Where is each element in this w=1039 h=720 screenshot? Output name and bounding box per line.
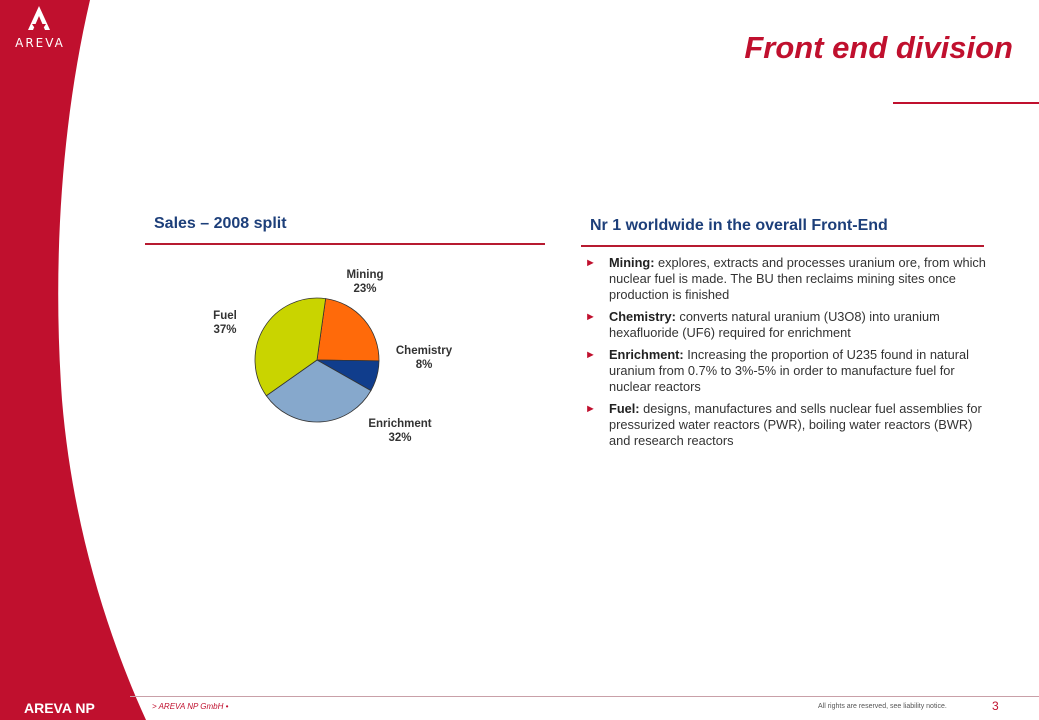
bullet-fuel: ► Fuel: designs, manufactures and sells … [585, 401, 990, 449]
footer-legal-notice: All rights are reserved, see liability n… [818, 703, 947, 710]
bullet-enrichment: ► Enrichment: Increasing the proportion … [585, 347, 990, 395]
sales-heading-rule [145, 243, 545, 245]
pie-label-chemistry-name: Chemistry [395, 345, 453, 357]
areva-logo-icon [28, 6, 50, 30]
pie-label-fuel-value: 37% [213, 324, 237, 336]
bullet-arrow-icon: ► [585, 403, 596, 415]
front-end-heading: Nr 1 worldwide in the overall Front-End [590, 217, 888, 234]
bullet-arrow-icon: ► [585, 257, 596, 269]
bullet-chemistry: ► Chemistry: converts natural uranium (U… [585, 309, 990, 341]
pie-label-fuel-name: Fuel [213, 310, 237, 322]
footer-company: > AREVA NP GmbH • [152, 702, 229, 711]
division-bullet-list: ► Mining: explores, extracts and process… [585, 255, 990, 455]
areva-logo-text: AREVA [15, 36, 65, 50]
footer-brand: AREVA NP [24, 700, 95, 716]
pie-label-enrichment: Enrichment 32% [360, 417, 440, 445]
bullet-mining-text: explores, extracts and processes uranium… [609, 255, 986, 302]
bullet-chemistry-text: converts natural uranium (U3O8) into ura… [609, 309, 940, 340]
pie-label-mining-name: Mining [346, 269, 384, 281]
pie-label-chemistry-value: 8% [415, 359, 433, 371]
bullet-enrichment-text: Increasing the proportion of U235 found … [609, 347, 969, 394]
pie-label-fuel: Fuel 37% [205, 309, 245, 337]
bullet-enrichment-term: Enrichment: [609, 347, 684, 362]
bullet-fuel-text: designs, manufactures and sells nuclear … [609, 401, 982, 448]
pie-label-chemistry: Chemistry 8% [386, 344, 462, 372]
pie-slice-enrichment [265, 359, 372, 423]
pie-slice-mining [316, 298, 380, 362]
page-number: 3 [992, 699, 999, 713]
slide-title: Front end division [744, 30, 1013, 65]
footer-rule [130, 696, 1039, 697]
pie-label-mining: Mining 23% [335, 268, 395, 296]
pie-label-mining-value: 23% [353, 283, 377, 295]
pie-label-enrichment-value: 32% [388, 432, 412, 444]
bullet-chemistry-term: Chemistry: [609, 309, 676, 324]
front-end-heading-rule [581, 245, 984, 247]
pie-slice-fuel [254, 297, 327, 397]
sales-pie-chart [254, 297, 380, 423]
bullet-mining: ► Mining: explores, extracts and process… [585, 255, 990, 303]
sales-split-heading: Sales – 2008 split [154, 215, 287, 232]
bullet-arrow-icon: ► [585, 349, 596, 361]
bullet-arrow-icon: ► [585, 311, 596, 323]
bullet-fuel-term: Fuel: [609, 401, 640, 416]
pie-label-enrichment-name: Enrichment [368, 418, 432, 430]
title-underline [893, 102, 1039, 104]
bullet-mining-term: Mining: [609, 255, 655, 270]
